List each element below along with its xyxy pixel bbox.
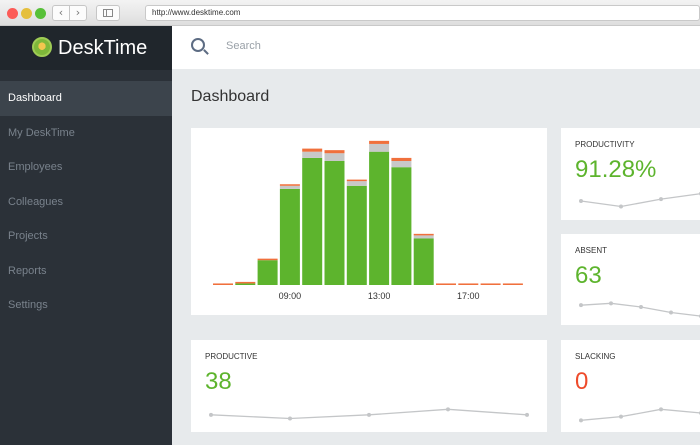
sparkline-point [209,412,213,417]
bar-s2-3 [279,184,300,186]
sidebar-menu: Dashboard My DeskTime Employees Colleagu… [0,81,172,323]
productive-label: PRODUCTIVE [205,352,258,361]
bar-s0-8 [391,167,412,285]
absent-value: 63 [575,262,602,289]
sparkline-point [367,412,371,417]
activity-bar-chart: 09:00 13:00 17:00 [213,140,523,301]
bar-s1-6 [346,181,367,186]
bar-s2-10 [436,283,456,285]
sparkline-point [619,414,623,419]
slacking-label: SLACKING [575,352,616,361]
bar-s0-9 [413,238,434,285]
search-input[interactable] [226,40,526,52]
sparkline-point [579,418,583,423]
sidebar-icon [103,9,113,17]
productive-sparkline [209,407,529,421]
sparkline-point [619,204,623,209]
absent-sparkline [579,301,700,318]
bar-s1-8 [391,161,412,168]
desktime-logo-icon [32,37,52,57]
bar-s0-5 [324,161,345,285]
sparkline-point [669,310,673,315]
sparkline-path [580,193,700,208]
sidebar-item-colleagues[interactable]: Colleagues [8,195,64,208]
bar-s2-12 [480,283,501,285]
sparkline-point [609,301,613,306]
absent-label: ABSENT [575,246,608,255]
bar-s2-7 [369,140,390,144]
bar-s2-9 [413,233,434,236]
bar-s1-3 [279,185,300,189]
bar-s0-1 [235,283,256,285]
browser-toolbar: ‹ › http://www.desktime.com [0,0,700,26]
bar-s0-3 [279,188,300,285]
page-title: Dashboard [191,88,270,105]
sidebar-item-settings[interactable]: Settings [8,299,48,311]
minimize-window-button[interactable] [21,8,32,19]
x-tick-label: 17:00 [457,291,480,301]
sidebar-item-reports[interactable]: Reports [8,264,47,277]
sparkline-point [659,197,663,202]
productivity-sparkline [579,191,700,209]
bar-s0-6 [346,185,367,285]
x-tick-label: 09:00 [279,291,302,301]
productivity-value: 91.28% [575,156,657,183]
sparkline-point [579,303,583,308]
sparkline-path [580,408,700,421]
address-bar[interactable]: http://www.desktime.com [145,5,700,21]
brand-name: DeskTime [58,37,148,59]
slacking-card[interactable]: SLACKING 0 [561,340,700,432]
bar-s2-2 [257,258,278,261]
activity-chart-card: 09:00 13:00 17:00 [191,128,547,315]
bar-s1-7 [369,143,390,152]
bar-s0-2 [257,260,278,285]
productive-value: 38 [205,368,232,395]
absent-card[interactable]: ABSENT 63 [561,234,700,325]
bar-s1-5 [324,153,345,161]
bar-s2-5 [324,150,345,154]
forward-button[interactable]: › [69,5,87,21]
bar-s2-1 [235,281,256,284]
back-button[interactable]: ‹ [52,5,70,21]
top-bar [172,26,700,69]
sidebar: DeskTime Dashboard My DeskTime Employees… [0,26,172,445]
sidebar-item-dashboard[interactable]: Dashboard [0,81,172,116]
sidebar-item-my-desktime[interactable]: My DeskTime [8,126,75,139]
sparkline-point [579,199,583,203]
bar-s1-9 [413,235,434,239]
bar-s0-4 [302,157,323,285]
search-icon[interactable] [191,38,205,52]
bar-s2-0 [213,283,233,285]
brand[interactable]: DeskTime [0,26,172,70]
sparkline-point [659,407,663,412]
bar-s1-4 [302,151,323,158]
bar-s2-13 [502,283,523,285]
bar-s2-8 [391,157,412,161]
slacking-sparkline [579,407,700,423]
zoom-window-button[interactable] [35,8,46,19]
sparkline-point [288,416,292,421]
productivity-label: PRODUCTIVITY [575,140,635,149]
sidebar-item-employees[interactable]: Employees [8,161,63,173]
bar-s2-4 [302,148,323,152]
close-window-button[interactable] [7,8,18,19]
sidebar-toggle-button[interactable] [96,5,120,21]
productive-card[interactable]: PRODUCTIVE 38 [191,340,547,432]
sparkline-point [525,412,529,417]
main-content: Dashboard 09:00 13:00 17:00 PRODUCTIVITY 9… [172,69,700,445]
sidebar-item-projects[interactable]: Projects [8,230,48,242]
x-tick-label: 13:00 [368,291,391,301]
bar-s0-7 [369,151,390,285]
productivity-card[interactable]: PRODUCTIVITY 91.28% [561,128,700,220]
bar-s2-6 [346,179,367,182]
slacking-value: 0 [575,368,589,395]
sparkline-point [639,305,643,309]
bar-s2-11 [458,283,479,285]
sparkline-point [446,407,450,412]
